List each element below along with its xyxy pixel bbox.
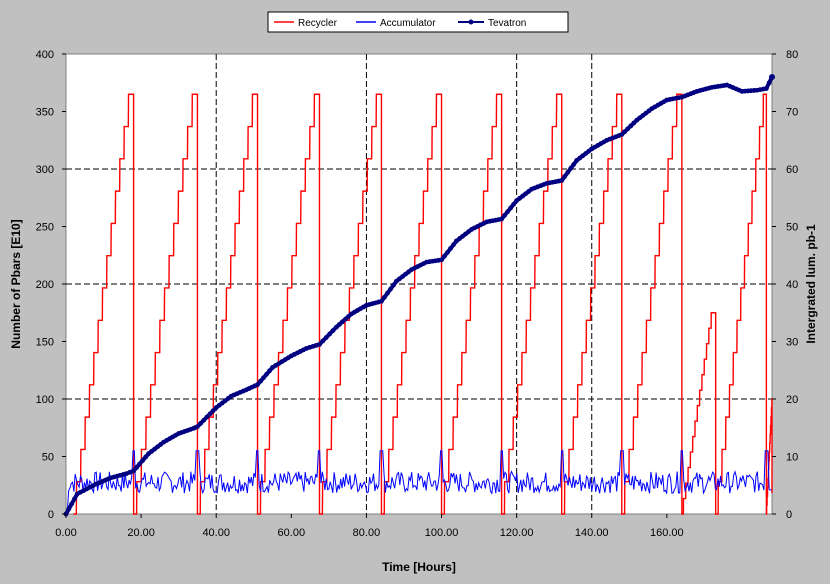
y-right-tick-label: 60 xyxy=(786,164,798,176)
tevatron-point xyxy=(207,411,213,417)
tevatron-point xyxy=(258,378,263,384)
tevatron-point xyxy=(137,461,143,467)
y-right-tick-label: 70 xyxy=(786,107,798,119)
y-right-tick-label: 50 xyxy=(786,222,798,234)
tevatron-point xyxy=(505,209,511,215)
tevatron-point xyxy=(502,212,508,218)
series-layer xyxy=(63,74,775,517)
x-axis-title: Time [Hours] xyxy=(382,560,456,574)
legend-box xyxy=(267,11,569,33)
tevatron-point xyxy=(317,341,322,347)
tevatron-point xyxy=(72,496,77,502)
tevatron-point xyxy=(391,282,396,288)
y-left-tick-label: 50 xyxy=(42,452,54,464)
tevatron-point xyxy=(508,205,514,211)
y-left-tick-label: 400 xyxy=(36,49,54,61)
tevatron-point xyxy=(198,421,203,426)
tevatron-point xyxy=(631,120,637,126)
y-axis-left-title: Number of Pbars [E10] xyxy=(9,219,23,348)
tevatron-point xyxy=(439,257,444,263)
tevatron-point xyxy=(143,454,149,460)
tevatron-point xyxy=(625,126,631,132)
tevatron-point xyxy=(69,501,75,507)
tevatron-point xyxy=(619,132,625,137)
y-left-tick-label: 0 xyxy=(48,509,54,521)
tevatron-point xyxy=(499,216,505,222)
tevatron-point xyxy=(763,86,769,91)
x-tick-label: 100.00 xyxy=(425,527,459,539)
legend: Recycler Accumulator Tevatron xyxy=(267,11,569,33)
tevatron-point xyxy=(448,246,453,251)
y-left-tick-label: 300 xyxy=(36,164,54,176)
recycler-line xyxy=(73,93,773,515)
tevatron-point xyxy=(628,123,634,129)
tevatron-point xyxy=(127,469,133,475)
tevatron-point xyxy=(261,375,266,381)
y-axis-right-title: Intergrated lum. pb-1 xyxy=(804,224,818,344)
tevatron-point xyxy=(201,417,207,423)
x-tick-label: 20.00 xyxy=(127,527,155,539)
tevatron-point xyxy=(382,294,387,300)
tevatron-point xyxy=(442,253,447,259)
tevatron-point xyxy=(451,242,456,248)
y-right-tick-label: 10 xyxy=(786,452,798,464)
tevatron-point xyxy=(264,371,269,377)
tevatron-point xyxy=(568,166,574,171)
y-right-tick-label: 80 xyxy=(786,49,798,61)
y-left-tick-label: 250 xyxy=(36,222,54,234)
accumulator-line xyxy=(66,450,772,513)
tevatron-point xyxy=(766,80,772,86)
x-tick-label: 40.00 xyxy=(202,527,230,539)
tevatron-point xyxy=(204,414,210,420)
x-tick-label: 160.00 xyxy=(650,527,684,539)
legend-accumulator-label: Accumulator xyxy=(380,18,436,29)
tevatron-point xyxy=(66,506,72,512)
legend-tevatron-marker xyxy=(468,19,474,25)
tevatron-point xyxy=(323,335,329,340)
y-left-tick-label: 150 xyxy=(36,337,54,349)
tevatron-point xyxy=(134,465,140,470)
x-tick-label: 60.00 xyxy=(278,527,306,539)
y-right-tick-label: 20 xyxy=(786,394,798,406)
axis-layer: 0.00 20.00 40.00 60.00 80.00 100.00 120.00 140.… xyxy=(36,49,799,539)
tevatron-point xyxy=(445,249,450,255)
x-tick-label: 80.00 xyxy=(353,527,381,539)
tevatron-point xyxy=(267,368,272,374)
y-right-tick-label: 30 xyxy=(786,337,798,349)
tevatron-point xyxy=(379,298,384,304)
tevatron-point xyxy=(571,162,577,167)
tevatron-point xyxy=(622,129,628,135)
y-right-tick-label: 0 xyxy=(786,509,792,521)
tevatron-point xyxy=(388,286,393,292)
x-tick-label: 120.00 xyxy=(500,527,534,539)
tevatron-point xyxy=(195,424,200,429)
tevatron-point xyxy=(330,328,336,333)
y-right-tick-label: 40 xyxy=(786,279,798,291)
x-tick-label: 140.00 xyxy=(575,527,609,539)
tevatron-point xyxy=(565,170,571,175)
legend-tevatron-label: Tevatron xyxy=(488,18,526,29)
tevatron-point xyxy=(123,471,129,477)
tevatron-point xyxy=(562,174,568,179)
legend-recycler-label: Recycler xyxy=(298,18,338,29)
tevatron-point xyxy=(559,178,565,183)
tevatron-point xyxy=(769,74,775,80)
tevatron-point xyxy=(385,290,390,296)
tevatron-point xyxy=(140,458,146,463)
tevatron-point xyxy=(511,201,517,207)
tevatron-point xyxy=(255,382,260,388)
tevatron-point xyxy=(131,468,136,474)
tevatron-point xyxy=(320,338,326,344)
tevatron-point xyxy=(210,408,216,414)
y-left-tick-label: 350 xyxy=(36,107,54,119)
y-left-tick-label: 200 xyxy=(36,279,54,291)
tevatron-point xyxy=(327,331,333,337)
x-tick-label: 0.00 xyxy=(55,527,76,539)
y-left-tick-label: 100 xyxy=(36,394,54,406)
